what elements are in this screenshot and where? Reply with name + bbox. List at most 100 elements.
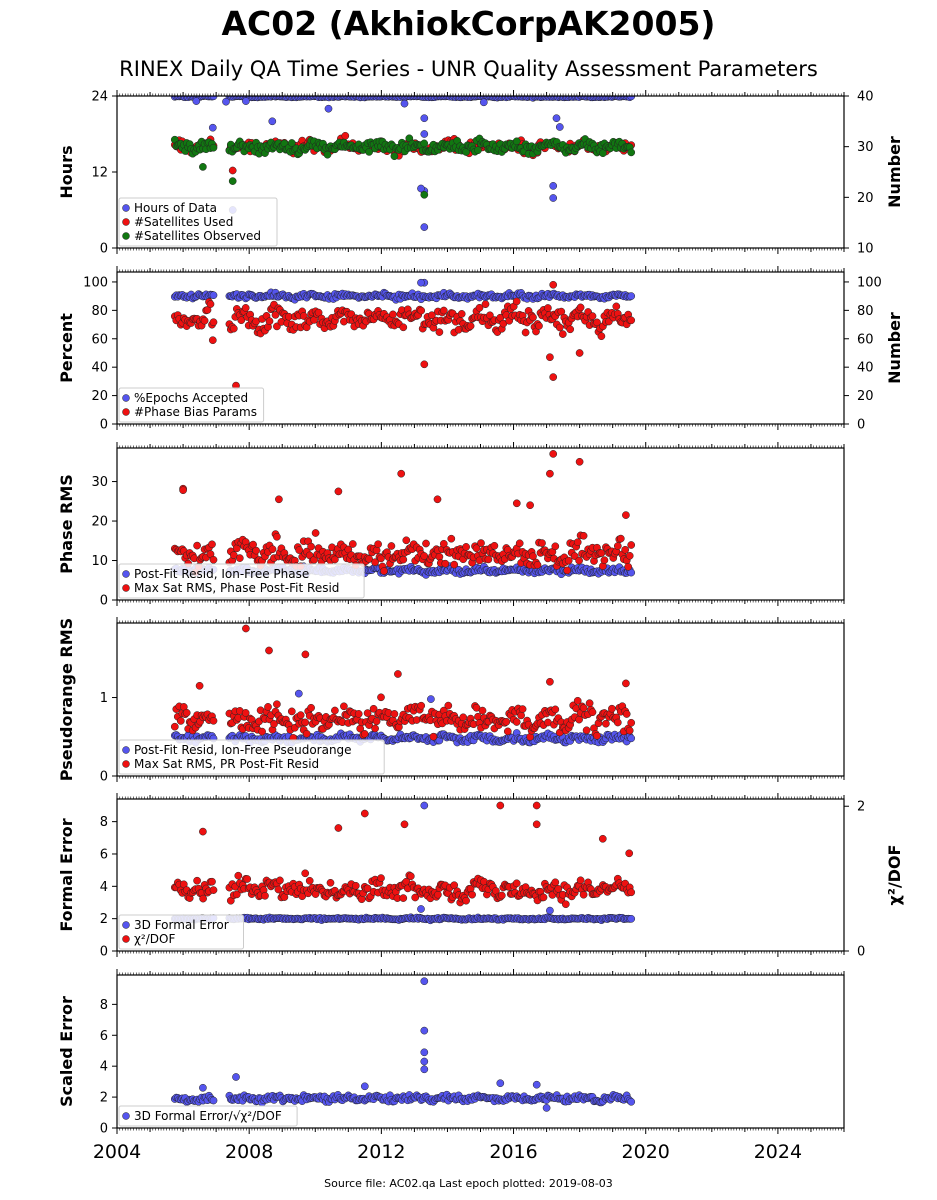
outlier-point (275, 495, 283, 504)
y-right-tick-label: 40 (857, 90, 874, 105)
y-right-axis-label: Number (885, 312, 904, 384)
data-point (551, 705, 560, 714)
data-point (503, 727, 512, 736)
data-point (340, 702, 348, 711)
y-tick-label: 0 (100, 242, 108, 257)
data-point (170, 722, 179, 731)
outlier-point (208, 336, 217, 345)
y-right-tick-label: 20 (857, 389, 874, 404)
outlier-point (546, 677, 554, 686)
legend-box (118, 197, 278, 247)
data-point (462, 543, 470, 551)
panel-percent: 0 20 40 60 80 100 Percent 0 20 40 60 80 100 Number %Ep… (57, 266, 904, 433)
data-point (564, 556, 573, 565)
y-tick-label: 10 (91, 554, 108, 569)
data-point (417, 306, 426, 315)
series-hours-2 (170, 134, 636, 199)
data-point (588, 312, 597, 320)
outlier-point (208, 123, 217, 132)
data-point (273, 532, 281, 541)
y-right-tick-label: 30 (857, 140, 874, 155)
data-point (459, 713, 468, 722)
outlier-point (622, 511, 630, 519)
legend-marker (122, 204, 130, 212)
data-point (287, 139, 296, 147)
data-point (538, 539, 546, 547)
data-point (585, 699, 594, 708)
data-point (627, 148, 636, 157)
legend-label: #Satellites Observed (134, 229, 261, 243)
legend-label: #Phase Bias Params (134, 405, 257, 419)
data-point (579, 531, 588, 540)
y-axis-label: Hours (57, 145, 76, 198)
data-point (176, 717, 185, 725)
data-point (597, 332, 606, 341)
data-point (389, 310, 397, 319)
data-point (622, 710, 631, 718)
y-right-tick-label: 20 (857, 191, 874, 206)
data-point (428, 311, 436, 320)
legend-box (118, 387, 265, 423)
outlier-point (575, 457, 584, 466)
legend-marker (122, 408, 130, 416)
data-point (323, 150, 332, 159)
data-point (573, 538, 582, 547)
y-right-axis-label: Number (885, 136, 904, 208)
data-point (616, 534, 625, 543)
data-point (380, 567, 388, 575)
data-point (372, 717, 381, 726)
outlier-point (417, 278, 425, 287)
legend-label: Max Sat RMS, PR Post-Fit Resid (134, 757, 319, 771)
y-tick-label: 0 (100, 418, 108, 433)
outlier-point (546, 469, 554, 478)
series-points-hours (170, 96, 636, 231)
series-phase-1 (170, 450, 636, 577)
y-tick-label: 20 (91, 515, 108, 530)
legend-marker (122, 760, 130, 768)
series-percent-1 (170, 280, 636, 390)
data-point (235, 554, 244, 562)
outlier-point (334, 487, 343, 496)
data-point (481, 300, 490, 309)
data-point (557, 307, 566, 316)
outlier-point (549, 194, 558, 202)
data-point (209, 555, 218, 564)
data-point (484, 555, 493, 564)
data-point (515, 539, 524, 548)
data-point (439, 306, 448, 315)
y-tick-label: 30 (91, 475, 108, 490)
data-point (475, 303, 484, 312)
outlier-point (526, 501, 534, 510)
data-point (209, 143, 218, 152)
outlier-point (420, 190, 429, 199)
data-point (529, 313, 537, 322)
data-point (593, 731, 601, 740)
data-point (360, 730, 369, 738)
data-point (529, 552, 537, 561)
outlier-point (294, 689, 303, 698)
data-point (377, 693, 385, 702)
outlier-point (268, 117, 277, 126)
series-points-pseudorange (170, 624, 636, 747)
series-points-phase (170, 450, 636, 579)
data-point (271, 311, 280, 319)
data-point (512, 297, 521, 306)
y-right-tick-label: 10 (857, 242, 874, 257)
data-point (575, 715, 583, 724)
data-point (593, 318, 601, 327)
data-point (512, 718, 521, 726)
outlier-point (549, 373, 558, 381)
data-point (447, 534, 456, 543)
data-point (273, 700, 281, 709)
outlier-point (512, 499, 521, 508)
legend-label: %Epochs Accepted (134, 391, 248, 405)
data-point (307, 542, 315, 551)
data-point (374, 540, 382, 549)
data-point (588, 708, 597, 717)
data-point (555, 323, 564, 332)
data-point (295, 546, 304, 554)
data-point (287, 707, 296, 716)
outlier-point (427, 695, 435, 703)
outlier-point (394, 670, 402, 678)
